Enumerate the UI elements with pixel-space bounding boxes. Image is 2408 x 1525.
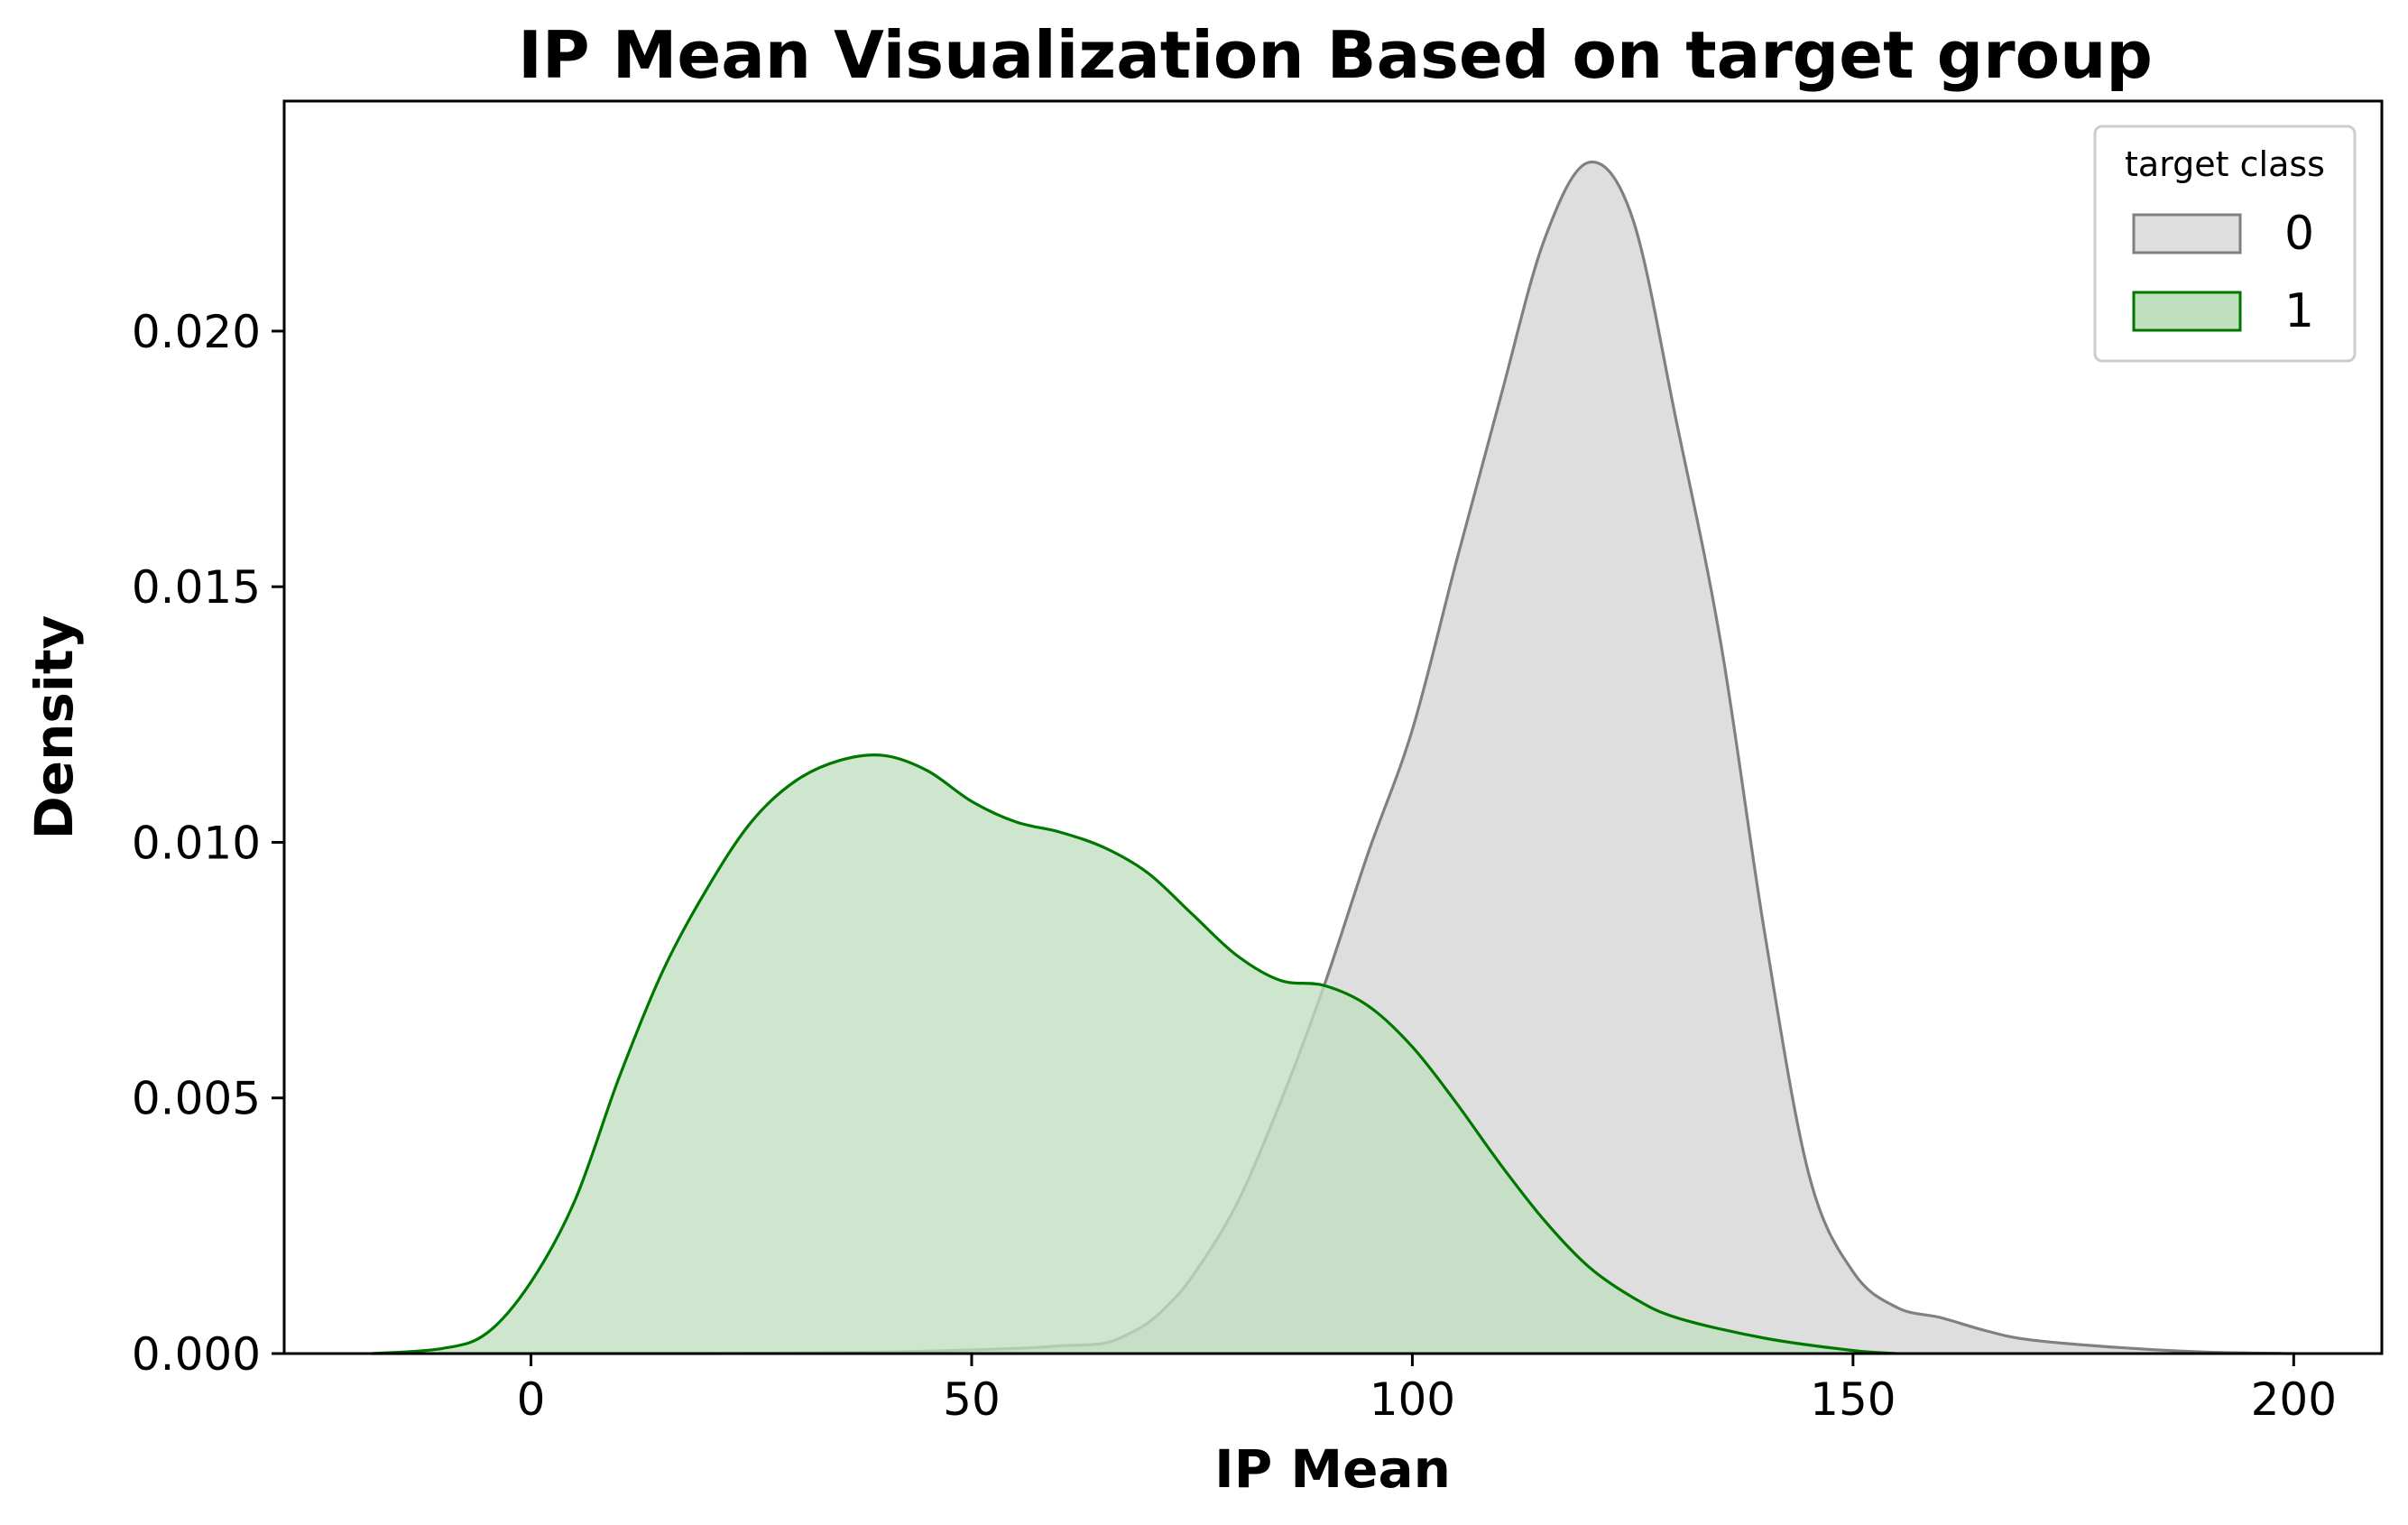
legend: target class 01	[2093, 125, 2357, 363]
chart-title: IP Mean Visualization Based on target gr…	[518, 17, 2153, 93]
y-tick-label: 0.010	[132, 817, 261, 869]
legend-title: target class	[2125, 144, 2325, 184]
y-tick-label: 0.015	[132, 561, 261, 614]
x-axis-title: IP Mean	[1214, 1438, 1451, 1500]
legend-swatch-0	[2132, 213, 2242, 254]
legend-entries: 01	[2132, 207, 2314, 338]
x-tick-label: 50	[943, 1373, 1001, 1426]
x-tick-label: 100	[1370, 1373, 1455, 1426]
y-tick-label: 0.005	[132, 1073, 261, 1125]
legend-swatch-1	[2132, 291, 2242, 332]
series-layer	[372, 160, 2294, 1355]
y-axis: 0.000 0.005 0.010 0.015 0.020	[132, 306, 284, 1381]
series-1-line	[372, 753, 1897, 1355]
series-1-fill	[372, 754, 1897, 1354]
plot-frame	[282, 99, 2384, 1355]
legend-label-1: 1	[2284, 284, 2314, 338]
y-tick-label: 0.000	[132, 1328, 261, 1381]
x-tick-label: 150	[1810, 1373, 1896, 1426]
legend-label-0: 0	[2284, 207, 2314, 261]
y-axis-title: Density	[23, 615, 85, 840]
x-tick-label: 0	[517, 1373, 546, 1426]
x-axis: 0 50 100 150 200	[517, 1354, 2337, 1426]
y-tick-label: 0.020	[132, 306, 261, 358]
x-tick-label: 200	[2251, 1373, 2337, 1426]
